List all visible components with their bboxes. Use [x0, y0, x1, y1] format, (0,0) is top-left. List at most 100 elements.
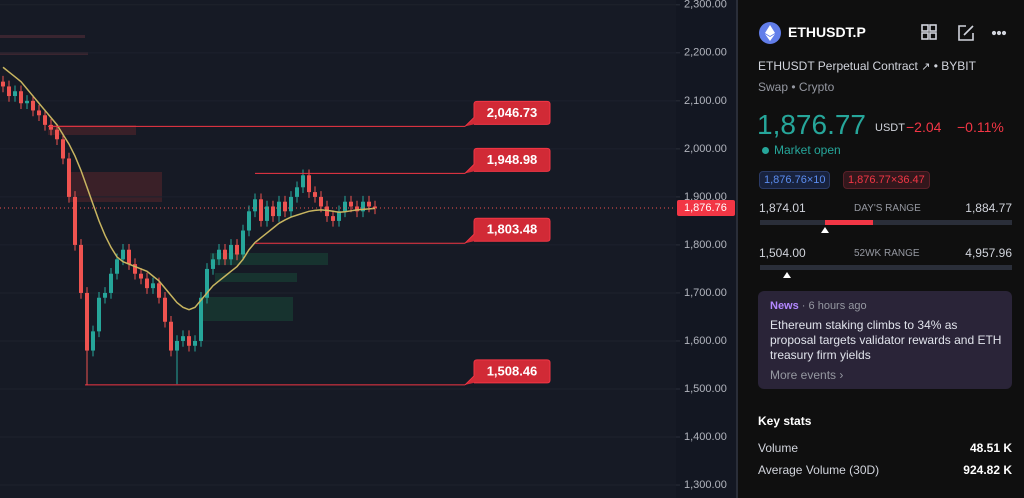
level-label-box — [464, 147, 551, 174]
level-label: 2,046.73 — [487, 105, 538, 120]
y-tick-label: 2,300.00 — [684, 0, 727, 11]
candle-body — [277, 201, 281, 217]
price: 1,876.77 — [757, 109, 866, 140]
candle-body — [187, 336, 191, 346]
candle-body — [301, 175, 305, 188]
change-percent: −0.11% — [957, 119, 1004, 135]
symbol[interactable]: ETHUSDT.P — [788, 24, 866, 40]
candle-body — [349, 201, 353, 207]
candle-body — [205, 268, 209, 298]
candle-body — [265, 206, 269, 221]
candle-body — [241, 230, 245, 255]
zone — [200, 297, 293, 321]
candle-body — [85, 292, 89, 351]
chart: 2,300.00 2,200.00 2,100.00 2,000.00 1,900.00… — [0, 0, 738, 498]
y-tick-label: 1,500.00 — [684, 383, 727, 395]
stat-value: 924.82 K — [963, 463, 1012, 477]
bid: 1,876.76×10 — [759, 171, 831, 189]
y-tick-label: 1,700.00 — [684, 287, 727, 299]
day-low: 1,874.01 — [759, 201, 806, 215]
day-range-label: DAY'S RANGE — [854, 203, 921, 214]
stat-label: Average Volume (30D) — [758, 463, 880, 477]
candle-body — [79, 244, 83, 293]
candle-body — [31, 100, 35, 111]
y-tick-label: 2,200.00 — [684, 47, 727, 59]
candle-body — [55, 129, 59, 140]
zone — [0, 35, 85, 38]
description: ETHUSDT Perpetual Contract ↗ • BYBIT — [758, 59, 976, 73]
level-label: 1,508.46 — [487, 363, 538, 378]
candle-body — [325, 206, 329, 217]
candle-body — [73, 196, 77, 245]
candle-body — [49, 124, 53, 130]
candle-body — [115, 259, 119, 274]
candle-body — [151, 283, 155, 289]
candle-body — [13, 91, 17, 97]
level-label: 1,803.48 — [487, 222, 538, 237]
candle-body — [61, 139, 65, 159]
candle-body — [121, 249, 125, 260]
market: Crypto — [798, 80, 835, 94]
stat-label: Volume — [758, 441, 799, 455]
candle-body — [193, 340, 197, 346]
key-stats-title: Key stats — [758, 414, 812, 428]
candle-body — [295, 187, 299, 197]
change: −2.04 — [906, 119, 942, 135]
candle-body — [247, 211, 251, 231]
candle-body — [199, 297, 203, 341]
candle-body — [19, 91, 23, 104]
toolbar-icons[interactable] — [920, 23, 1010, 43]
candle-body — [373, 206, 377, 209]
exchange[interactable]: BYBIT — [941, 59, 976, 73]
candle-body — [235, 244, 239, 255]
candle-body — [145, 278, 149, 289]
candle-body — [97, 297, 101, 332]
kind-text: Swap — [758, 80, 789, 94]
last-price-label: 1,876.76 — [684, 202, 727, 214]
candle-body — [361, 201, 365, 212]
contract: ETHUSDT Perpetual Contract — [758, 59, 918, 73]
candle-body — [367, 201, 371, 207]
week52-low: 1,504.00 — [759, 246, 806, 260]
news-card[interactable] — [758, 291, 1012, 389]
candle-body — [283, 201, 287, 212]
candle-body — [289, 196, 293, 212]
coin-logo — [759, 22, 781, 44]
candle-body — [253, 199, 257, 212]
candle-body — [139, 273, 143, 279]
candle-body — [343, 201, 347, 212]
kind: Swap • Crypto — [758, 80, 835, 94]
last-price-tag — [677, 200, 735, 217]
y-tick-label: 1,400.00 — [684, 431, 727, 443]
market-status: Market open — [762, 143, 841, 157]
candle-body — [163, 297, 167, 322]
candle-body — [43, 115, 47, 125]
week52-high: 4,957.96 — [965, 246, 1012, 260]
more-events[interactable]: More events › — [770, 368, 844, 382]
candle-body — [127, 249, 131, 265]
week52-bar — [760, 265, 1012, 278]
candle-body — [91, 331, 95, 351]
y-tick-label: 1,800.00 — [684, 239, 727, 251]
candle-body — [1, 81, 5, 87]
zone — [210, 253, 328, 265]
zone — [215, 273, 297, 282]
day-high: 1,884.77 — [965, 201, 1012, 215]
y-tick-label: 1,300.00 — [684, 479, 727, 491]
candle-body — [181, 336, 185, 341]
news-headline[interactable]: Ethereum staking climbs to 34% as propos… — [770, 318, 1002, 362]
candle-body — [307, 175, 311, 193]
candle-body — [169, 321, 173, 351]
y-tick-label: 2,100.00 — [684, 95, 727, 107]
sidebar: ETHUSDT.P ETHUSDT Perpetual Contract ↗ •… — [742, 0, 1024, 498]
level-label-box — [464, 359, 551, 386]
y-tick-label: 2,000.00 — [684, 143, 727, 155]
day-range-bar — [760, 220, 1012, 233]
week52-label: 52WK RANGE — [854, 248, 920, 259]
level-label-box — [464, 217, 551, 244]
candle-body — [175, 340, 179, 351]
candle-body — [337, 211, 341, 221]
candle-body — [37, 110, 41, 116]
